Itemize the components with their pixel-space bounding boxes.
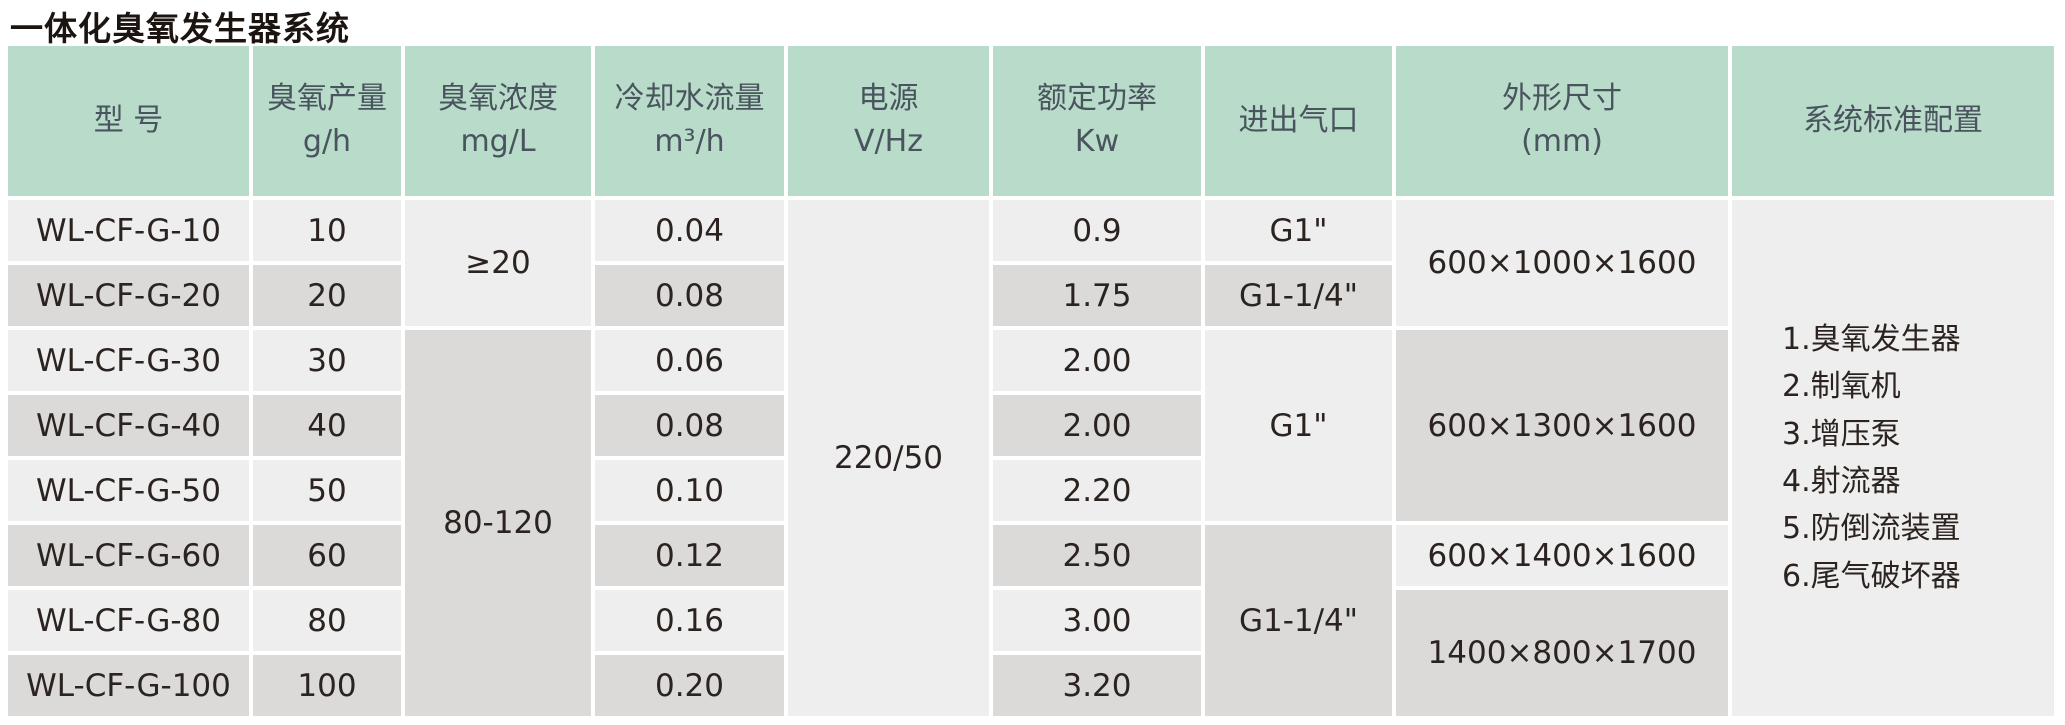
cell-rated-power-8: 3.20 bbox=[993, 655, 1201, 716]
cell-output-5: 50 bbox=[253, 460, 401, 521]
header-standard-config: 系统标准配置 bbox=[1732, 46, 2054, 196]
cell-standard-config: 1.臭氧发生器 2.制氧机 3.增压泵 4.射流器 5.防倒流装置 6.尾气破坏… bbox=[1732, 200, 2054, 716]
cell-rated-power-7: 3.00 bbox=[993, 590, 1201, 651]
cell-flow-4: 0.08 bbox=[595, 395, 784, 456]
cell-model-5: WL-CF-G-50 bbox=[8, 460, 249, 521]
config-item-2: 2.制氧机 bbox=[1782, 369, 1901, 405]
cell-flow-7: 0.16 bbox=[595, 590, 784, 651]
cell-rated-power-5: 2.20 bbox=[993, 460, 1201, 521]
header-rated-power: 额定功率 Kw bbox=[993, 46, 1201, 196]
header-power-supply: 电源 V/Hz bbox=[788, 46, 989, 196]
cell-flow-6: 0.12 bbox=[595, 525, 784, 586]
cell-rated-power-2: 1.75 bbox=[993, 265, 1201, 326]
cell-port-rows-6-8: G1-1/4" bbox=[1205, 525, 1392, 716]
cell-flow-8: 0.20 bbox=[595, 655, 784, 716]
cell-port-2: G1-1/4" bbox=[1205, 265, 1392, 326]
cell-concentration-high: 80-120 bbox=[405, 330, 591, 716]
cell-flow-5: 0.10 bbox=[595, 460, 784, 521]
spec-table: 型 号 臭氧产量 g/h 臭氧浓度 mg/L 冷却水流量 m³/h 电源 V/H… bbox=[8, 46, 2054, 716]
cell-rated-power-1: 0.9 bbox=[993, 200, 1201, 261]
cell-model-7: WL-CF-G-80 bbox=[8, 590, 249, 651]
cell-model-4: WL-CF-G-40 bbox=[8, 395, 249, 456]
cell-flow-1: 0.04 bbox=[595, 200, 784, 261]
header-dimensions: 外形尺寸 (mm) bbox=[1396, 46, 1728, 196]
cell-output-2: 20 bbox=[253, 265, 401, 326]
header-cooling-water-flow: 冷却水流量 m³/h bbox=[595, 46, 784, 196]
cell-model-3: WL-CF-G-30 bbox=[8, 330, 249, 391]
cell-rated-power-3: 2.00 bbox=[993, 330, 1201, 391]
cell-model-6: WL-CF-G-60 bbox=[8, 525, 249, 586]
cell-power-supply: 220/50 bbox=[788, 200, 989, 716]
cell-dimensions-4: 1400×800×1700 bbox=[1396, 590, 1728, 716]
cell-flow-3: 0.06 bbox=[595, 330, 784, 391]
config-item-5: 5.防倒流装置 bbox=[1782, 511, 1961, 547]
cell-dimensions-1: 600×1000×1600 bbox=[1396, 200, 1728, 326]
cell-output-7: 80 bbox=[253, 590, 401, 651]
cell-output-1: 10 bbox=[253, 200, 401, 261]
cell-model-8: WL-CF-G-100 bbox=[8, 655, 249, 716]
cell-rated-power-4: 2.00 bbox=[993, 395, 1201, 456]
config-item-6: 6.尾气破坏器 bbox=[1782, 558, 1961, 594]
header-model: 型 号 bbox=[8, 46, 249, 196]
cell-output-3: 30 bbox=[253, 330, 401, 391]
cell-model-1: WL-CF-G-10 bbox=[8, 200, 249, 261]
cell-port-rows-3-5: G1" bbox=[1205, 330, 1392, 521]
cell-dimensions-2: 600×1300×1600 bbox=[1396, 330, 1728, 521]
cell-rated-power-6: 2.50 bbox=[993, 525, 1201, 586]
cell-model-2: WL-CF-G-20 bbox=[8, 265, 249, 326]
cell-dimensions-3: 600×1400×1600 bbox=[1396, 525, 1728, 586]
config-item-4: 4.射流器 bbox=[1782, 464, 1901, 499]
cell-port-1: G1" bbox=[1205, 200, 1392, 261]
config-item-1: 1.臭氧发生器 bbox=[1782, 321, 1961, 357]
cell-output-6: 60 bbox=[253, 525, 401, 586]
cell-flow-2: 0.08 bbox=[595, 265, 784, 326]
header-ozone-concentration: 臭氧浓度 mg/L bbox=[405, 46, 591, 196]
config-item-3: 3.增压泵 bbox=[1782, 416, 1901, 452]
page-title: 一体化臭氧发生器系统 bbox=[10, 9, 350, 48]
header-ozone-output: 臭氧产量 g/h bbox=[253, 46, 401, 196]
cell-output-4: 40 bbox=[253, 395, 401, 456]
header-air-port: 进出气口 bbox=[1205, 46, 1392, 196]
cell-output-8: 100 bbox=[253, 655, 401, 716]
cell-concentration-low: ≥20 bbox=[405, 200, 591, 326]
